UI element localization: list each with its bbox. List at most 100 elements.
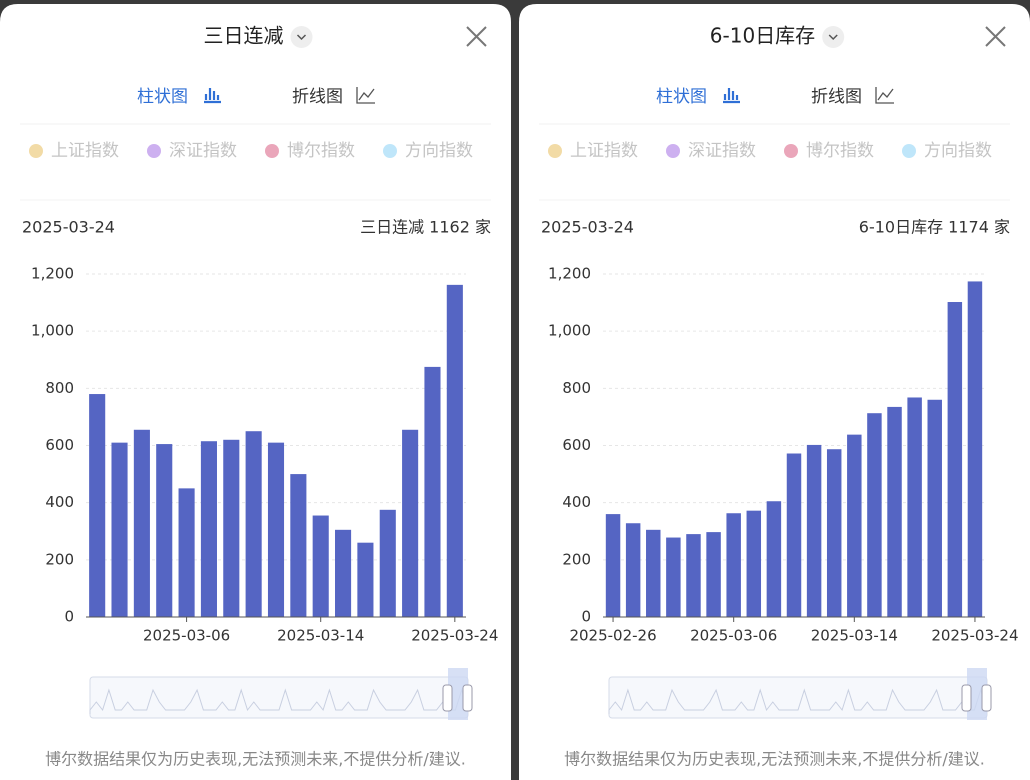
panel-title: 三日连减	[204, 24, 284, 48]
y-tick-label: 0	[581, 608, 591, 626]
bar	[200, 441, 217, 617]
bar	[726, 513, 741, 617]
zoom-handle[interactable]	[961, 684, 972, 712]
bar	[605, 514, 621, 617]
panel-title: 6-10日库存	[710, 24, 815, 48]
bar	[357, 542, 374, 617]
bar	[967, 281, 983, 617]
bar	[178, 488, 195, 617]
legend-label[interactable]: 上证指数	[570, 141, 638, 161]
tab-line[interactable]: 折线图	[811, 87, 862, 107]
zoom-handle[interactable]	[442, 684, 453, 712]
x-tick-label: 2025-03-24	[931, 627, 1018, 645]
y-tick-label: 1,200	[548, 265, 591, 283]
y-tick-label: 200	[45, 550, 74, 568]
legend-dot	[265, 144, 279, 158]
summary: 三日连减 1162 家	[360, 218, 491, 237]
bar	[806, 444, 822, 617]
legend-dot	[902, 144, 916, 158]
y-tick-label: 1,200	[31, 265, 74, 283]
bar	[847, 434, 862, 617]
bar	[826, 449, 842, 617]
x-tick-label: 2025-03-14	[811, 627, 898, 645]
zoom-track	[89, 676, 469, 719]
bar	[335, 529, 352, 617]
x-tick-label: 2025-03-14	[277, 627, 364, 645]
close-button[interactable]	[985, 26, 1006, 47]
zoom-track	[608, 676, 988, 719]
footer-note: 博尔数据结果仅为历史表现,无法预测未来,不提供分析/建议.	[45, 750, 466, 769]
bar	[267, 442, 285, 617]
bar	[746, 510, 762, 617]
y-tick-label: 200	[562, 550, 591, 568]
y-tick-label: 0	[64, 608, 74, 626]
x-tick-label: 2025-03-06	[690, 627, 777, 645]
bar	[646, 529, 661, 617]
bar	[290, 474, 307, 617]
y-tick-label: 600	[562, 436, 591, 454]
y-tick-label: 400	[45, 493, 74, 511]
bar	[424, 366, 441, 617]
bar	[666, 537, 681, 617]
bar	[245, 431, 262, 617]
tab-line[interactable]: 折线图	[292, 87, 343, 107]
y-tick-label: 400	[562, 493, 591, 511]
bar	[927, 399, 942, 617]
zoom-preview	[608, 688, 988, 714]
legend-dot	[383, 144, 397, 158]
x-tick-label: 2025-02-26	[569, 627, 656, 645]
y-tick-label: 800	[562, 379, 591, 397]
y-tick-label: 800	[45, 379, 74, 397]
legend-label[interactable]: 方向指数	[405, 141, 473, 161]
bar	[766, 501, 782, 617]
zoom-preview	[89, 688, 469, 714]
legend-dot	[29, 144, 43, 158]
close-button[interactable]	[466, 26, 487, 47]
y-tick-label: 1,000	[548, 322, 591, 340]
y-tick-label: 1,000	[31, 322, 74, 340]
bar	[133, 429, 150, 617]
bar	[867, 413, 882, 617]
legend-label[interactable]: 博尔指数	[806, 141, 874, 161]
bar	[887, 406, 902, 617]
legend-label[interactable]: 方向指数	[924, 141, 992, 161]
bar	[312, 515, 329, 617]
legend-label[interactable]: 上证指数	[51, 141, 119, 161]
legend-dot	[147, 144, 161, 158]
legend-dot	[548, 144, 562, 158]
bar	[786, 453, 802, 617]
bar	[446, 284, 463, 617]
dropdown[interactable]	[822, 26, 845, 48]
bar	[156, 444, 173, 617]
x-tick-label: 2025-03-24	[411, 627, 498, 645]
y-tick-label: 600	[45, 436, 74, 454]
footer-note: 博尔数据结果仅为历史表现,无法预测未来,不提供分析/建议.	[564, 750, 985, 769]
zoom-handle[interactable]	[462, 684, 473, 712]
bar	[89, 394, 106, 617]
dropdown-chevron	[296, 34, 307, 41]
bar	[706, 532, 721, 617]
legend-label[interactable]: 博尔指数	[287, 141, 355, 161]
tab-bar[interactable]: 柱状图	[137, 87, 188, 107]
legend-label[interactable]: 深证指数	[688, 141, 756, 161]
bar	[907, 397, 922, 617]
x-tick-label: 2025-03-06	[143, 627, 230, 645]
bar	[947, 302, 963, 617]
tab-bar[interactable]: 柱状图	[656, 87, 707, 107]
legend-label[interactable]: 深证指数	[169, 141, 237, 161]
tab-line-icon	[356, 87, 375, 104]
dropdown[interactable]	[290, 26, 313, 48]
date: 2025-03-24	[22, 218, 115, 237]
tab-line-icon	[875, 87, 894, 104]
bar	[686, 534, 701, 617]
legend-dot	[666, 144, 680, 158]
zoom-handle[interactable]	[981, 684, 992, 712]
bar	[402, 429, 419, 617]
bar	[625, 523, 641, 617]
dropdown-chevron	[828, 34, 838, 41]
tab-bar-icon	[204, 88, 221, 104]
summary: 6-10日库存 1174 家	[859, 218, 1010, 237]
bar	[111, 442, 128, 617]
